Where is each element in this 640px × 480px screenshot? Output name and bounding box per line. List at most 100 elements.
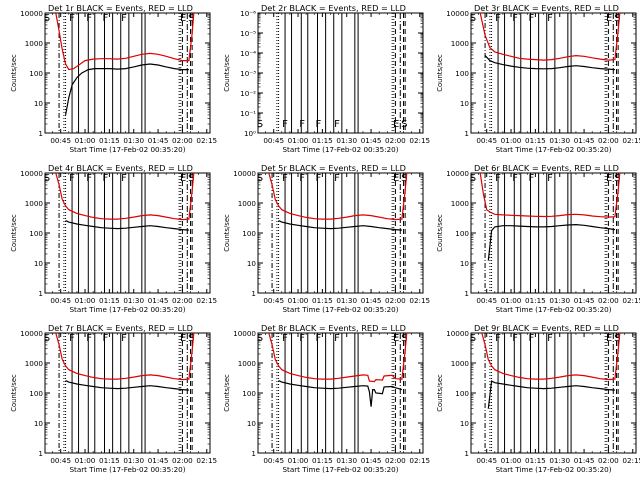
x-tick-label: 01:00 bbox=[75, 296, 96, 305]
y-tick-label: 10 bbox=[34, 419, 44, 428]
y-tick-label: 10 bbox=[247, 259, 257, 268]
x-axis-label: Start Time (17-Feb-02 00:35:20) bbox=[282, 305, 398, 314]
detector-panel-8: Det 8r BLACK = Events, RED = LLD 1 10 100 10… bbox=[223, 323, 430, 474]
x-tick-label: 01:30 bbox=[123, 296, 144, 305]
marker-letter: F bbox=[334, 333, 340, 344]
marker-letter: S bbox=[401, 119, 407, 130]
y-tick-label: 10000 bbox=[446, 169, 469, 178]
y-tick-label: 10⁻² bbox=[240, 89, 256, 98]
x-tick-label: 00:45 bbox=[263, 136, 284, 145]
x-tick-label: 01:00 bbox=[288, 296, 309, 305]
x-tick-label: 01:00 bbox=[288, 136, 309, 145]
x-tick-label: 01:30 bbox=[123, 136, 144, 145]
x-tick-label: 02:00 bbox=[172, 136, 193, 145]
marker-letter: F bbox=[102, 333, 108, 344]
marker-letter: E bbox=[180, 13, 186, 24]
marker-letter: F bbox=[299, 333, 305, 344]
x-tick-label: 01:15 bbox=[99, 136, 120, 145]
y-tick-label: 1000 bbox=[451, 359, 470, 368]
panel-title: Det 8r BLACK = Events, RED = LLD bbox=[261, 323, 406, 333]
lld-rate-line bbox=[479, 172, 621, 218]
y-tick-label: 1 bbox=[251, 289, 256, 298]
marker-letter: S bbox=[44, 173, 50, 184]
x-tick-label: 02:00 bbox=[172, 296, 193, 305]
x-tick-label: 01:45 bbox=[361, 296, 382, 305]
marker-letter: F bbox=[121, 333, 127, 344]
y-tick-label: 100 bbox=[29, 69, 43, 78]
x-tick-label: 01:15 bbox=[312, 136, 333, 145]
y-tick-label: 1 bbox=[464, 449, 469, 458]
lld-rate-line bbox=[479, 12, 621, 61]
y-tick-label: 10 bbox=[34, 259, 44, 268]
x-tick-label: 01:00 bbox=[501, 296, 522, 305]
y-axis-label: Counts/sec bbox=[10, 214, 18, 252]
plot-frame bbox=[257, 12, 424, 134]
x-tick-label: 01:00 bbox=[75, 136, 96, 145]
x-tick-label: 00:45 bbox=[476, 136, 497, 145]
marker-letter: F bbox=[299, 119, 305, 130]
x-tick-label: 00:45 bbox=[263, 456, 284, 465]
event-rate-line bbox=[65, 63, 189, 116]
y-tick-label: 10000 bbox=[233, 329, 256, 338]
plot-frame bbox=[44, 12, 211, 134]
x-tick-label: 01:30 bbox=[336, 456, 357, 465]
lld-rate-line bbox=[55, 12, 195, 71]
panel-title: Det 9r BLACK = Events, RED = LLD bbox=[474, 323, 619, 333]
y-tick-label: 100 bbox=[455, 229, 469, 238]
event-rate-line bbox=[65, 220, 189, 231]
detector-panel-5: Det 5r BLACK = Events, RED = LLD 1 10 100 10… bbox=[223, 163, 430, 314]
marker-letter: E bbox=[393, 173, 399, 184]
marker-letter: F bbox=[315, 333, 321, 344]
y-tick-label: 10000 bbox=[233, 169, 256, 178]
x-tick-label: 02:00 bbox=[385, 136, 406, 145]
x-tick-label: 02:00 bbox=[385, 296, 406, 305]
panel-title: Det 6r BLACK = Events, RED = LLD bbox=[474, 163, 619, 173]
plot-frame bbox=[44, 332, 211, 454]
x-tick-label: 00:45 bbox=[476, 296, 497, 305]
y-tick-label: 10⁻¹ bbox=[240, 109, 256, 118]
y-tick-label: 100 bbox=[455, 69, 469, 78]
plot-frame bbox=[257, 172, 424, 294]
marker-letter: F bbox=[528, 13, 534, 24]
x-tick-label: 01:45 bbox=[148, 456, 169, 465]
marker-letter: E bbox=[180, 173, 186, 184]
plot-frame bbox=[44, 172, 211, 294]
event-rate-line bbox=[278, 220, 402, 231]
y-tick-label: 1 bbox=[38, 449, 43, 458]
marker-letter: F bbox=[121, 173, 127, 184]
marker-letter: F bbox=[315, 173, 321, 184]
marker-letter: E bbox=[606, 13, 612, 24]
y-axis-label: Counts/sec bbox=[10, 374, 18, 412]
x-tick-label: 01:45 bbox=[148, 296, 169, 305]
y-tick-label: 100 bbox=[29, 229, 43, 238]
marker-letter: F bbox=[512, 173, 518, 184]
marker-letter: S bbox=[614, 333, 620, 344]
marker-letter: F bbox=[86, 13, 92, 24]
marker-letter: F bbox=[282, 333, 288, 344]
y-tick-label: 1 bbox=[38, 129, 43, 138]
marker-letter: S bbox=[470, 333, 476, 344]
marker-letter: F bbox=[495, 333, 501, 344]
x-tick-label: 02:15 bbox=[409, 136, 430, 145]
y-tick-label: 10000 bbox=[446, 329, 469, 338]
marker-letter: S bbox=[188, 13, 194, 24]
y-axis-label: Counts/sec bbox=[223, 214, 231, 252]
y-tick-label: 10⁻⁵ bbox=[240, 29, 256, 38]
x-tick-label: 01:30 bbox=[336, 296, 357, 305]
event-rate-line bbox=[278, 380, 403, 407]
x-tick-label: 01:15 bbox=[99, 456, 120, 465]
x-tick-label: 01:30 bbox=[549, 296, 570, 305]
panel-title: Det 1r BLACK = Events, RED = LLD bbox=[48, 3, 193, 13]
y-tick-label: 1000 bbox=[25, 39, 44, 48]
marker-letter: S bbox=[470, 13, 476, 24]
marker-letter: E bbox=[606, 333, 612, 344]
detector-panel-4: Det 4r BLACK = Events, RED = LLD 1 10 100 10… bbox=[10, 163, 217, 314]
marker-letter: S bbox=[401, 333, 407, 344]
plot-frame bbox=[257, 332, 424, 454]
marker-letter: F bbox=[495, 173, 501, 184]
x-tick-label: 01:45 bbox=[574, 296, 595, 305]
lld-rate-line bbox=[268, 172, 408, 221]
detector-panel-3: Det 3r BLACK = Events, RED = LLD 1 10 100 10… bbox=[436, 3, 640, 154]
marker-letter: F bbox=[69, 13, 75, 24]
marker-letter: S bbox=[188, 333, 194, 344]
